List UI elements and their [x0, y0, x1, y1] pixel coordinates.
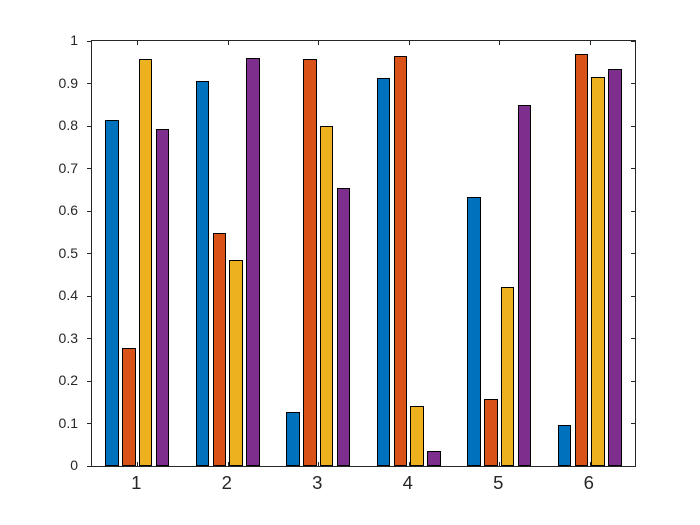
x-tick-mark: [137, 462, 139, 466]
bar: [212, 233, 227, 466]
y-tick-mark: [87, 210, 91, 212]
x-tick-mark: [227, 41, 229, 45]
x-tick-mark: [227, 462, 229, 466]
bar: [608, 69, 622, 466]
y-tick-mark: [87, 465, 91, 467]
bar: [336, 187, 351, 466]
x-tick-mark: [408, 462, 410, 466]
y-tick-label: 0.8: [58, 117, 78, 133]
x-tick-mark: [589, 462, 591, 466]
x-tick-mark: [499, 462, 501, 466]
y-tick-label: 0.2: [58, 372, 78, 388]
y-tick-mark: [87, 423, 91, 424]
bar: [155, 128, 170, 466]
y-tick-mark: [87, 380, 91, 382]
y-tick-label: 0.7: [58, 159, 78, 176]
x-tick-mark: [137, 41, 139, 45]
x-tick-label: 2: [221, 472, 232, 493]
y-tick-mark: [87, 125, 91, 127]
plot-area: [87, 40, 636, 467]
bar: [229, 259, 243, 466]
y-tick-mark: [631, 210, 635, 212]
y-tick-mark: [631, 125, 635, 127]
y-tick-mark: [631, 423, 635, 424]
y-tick-mark: [631, 168, 635, 169]
x-tick-mark: [408, 41, 410, 45]
bar: [138, 58, 153, 466]
bar: [246, 58, 260, 466]
y-tick-mark: [631, 338, 635, 339]
y-tick-mark: [87, 295, 91, 297]
x-tick-label: 4: [402, 472, 413, 493]
bar: [286, 411, 300, 466]
x-tick-label: 1: [131, 472, 142, 493]
bar: [591, 77, 605, 466]
y-tick-mark: [87, 83, 91, 84]
y-tick-mark: [87, 40, 91, 42]
bar: [195, 81, 210, 466]
x-tick-mark: [589, 41, 591, 45]
y-tick-mark: [87, 338, 91, 339]
x-tick-mark: [499, 41, 501, 45]
y-tick-label: 0.9: [58, 74, 78, 91]
y-tick-label: 0.3: [58, 329, 78, 346]
bar: [376, 78, 391, 466]
x-tick-mark: [318, 462, 320, 466]
y-tick-label: 0.1: [58, 414, 78, 431]
bar: [517, 104, 532, 466]
y-tick-label: 1: [70, 32, 78, 48]
y-tick-label: 0.5: [58, 244, 78, 261]
bar: [319, 126, 334, 466]
x-tick-mark: [318, 41, 320, 45]
y-tick-mark: [631, 40, 635, 42]
y-tick-label: 0.4: [58, 287, 78, 303]
bar: [122, 347, 136, 466]
x-tick-label: 3: [312, 472, 323, 493]
y-tick-mark: [631, 253, 635, 254]
y-tick-label: 0: [70, 457, 78, 473]
bar: [467, 197, 481, 466]
bar: [303, 59, 317, 466]
bar: [393, 56, 408, 466]
bar: [410, 405, 424, 466]
y-tick-mark: [631, 83, 635, 84]
bar: [427, 450, 441, 466]
bar: [500, 287, 515, 466]
bar: [574, 53, 589, 466]
y-tick-mark: [631, 465, 635, 467]
y-tick-mark: [87, 168, 91, 169]
y-tick-mark: [87, 253, 91, 254]
bar: [105, 119, 119, 466]
bar: [484, 399, 498, 466]
x-tick-label: 6: [583, 472, 594, 493]
y-tick-mark: [631, 380, 635, 382]
x-tick-label: 5: [493, 472, 504, 493]
y-tick-mark: [631, 295, 635, 297]
y-tick-label: 0.6: [58, 202, 78, 218]
bar: [557, 424, 572, 466]
